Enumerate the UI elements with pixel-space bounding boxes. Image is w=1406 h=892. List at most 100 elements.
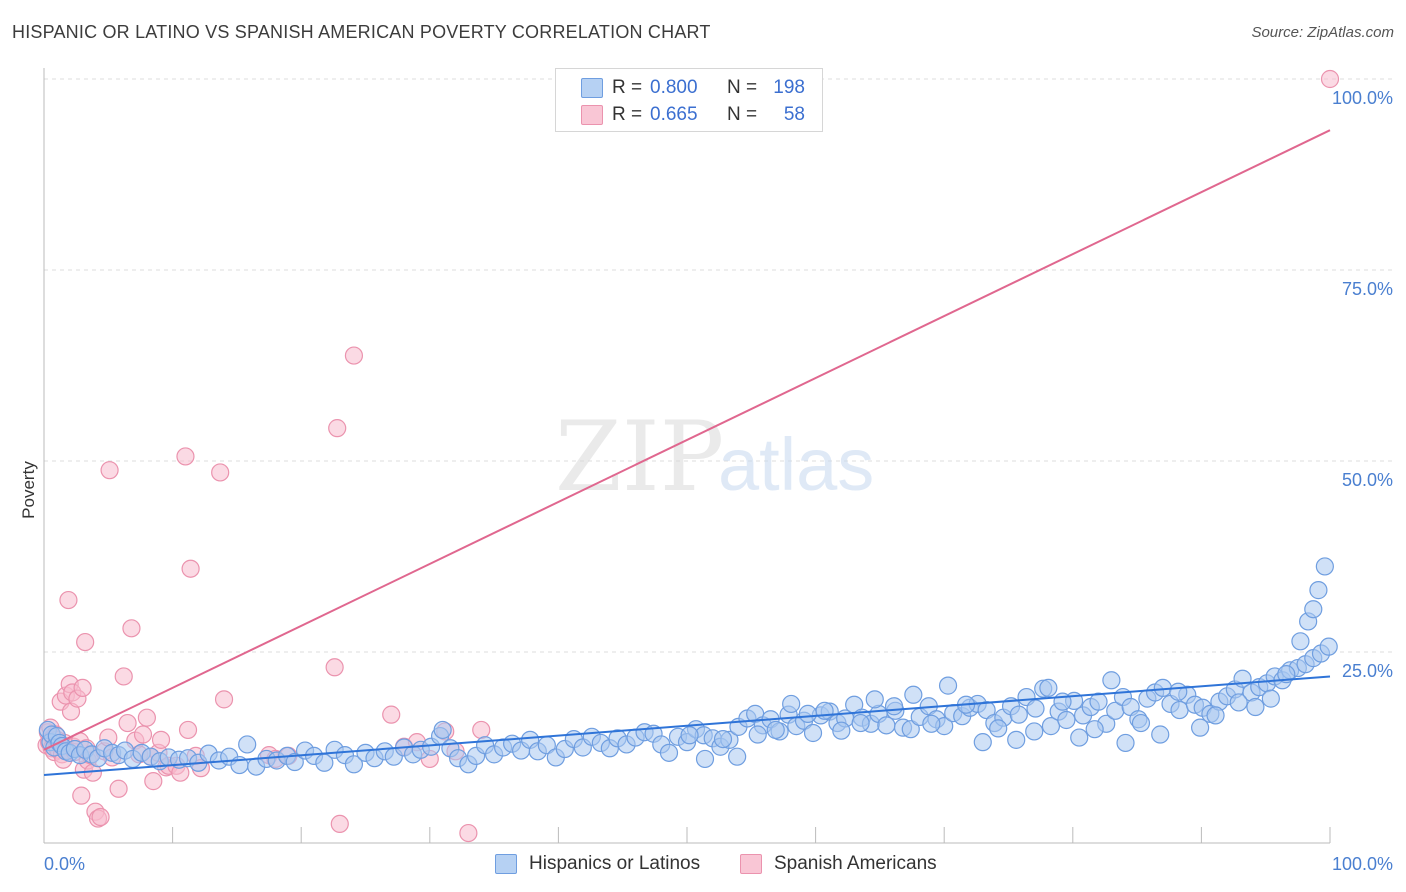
spanish-american-point [73,678,92,698]
y-tick-label: 100.0% [1332,88,1393,108]
hispanic-point [659,743,679,762]
chart-source: Source: ZipAtlas.com [1251,24,1394,41]
hispanic-point [1151,725,1170,744]
spanish-american-point [382,705,401,724]
legend-n-value: 58 [783,104,805,125]
bottom-legend-swatch-pink [740,854,762,874]
hispanic-point [1070,728,1089,747]
spanish-american-point [214,690,234,709]
spanish-american-point [137,708,156,727]
legend-r-label: R = [612,77,643,98]
hispanic-point [803,723,823,743]
hispanic-point [1131,713,1151,733]
y-axis-label: Poverty [19,461,38,519]
hispanic-point [238,735,257,754]
hispanic-point [815,701,834,720]
hispanic-point [1309,581,1328,600]
watermark-atlas: atlas [718,423,874,506]
axes [43,68,1331,844]
x-tick-label: 100.0% [1332,854,1393,874]
y-tick-label: 50.0% [1342,470,1393,490]
bottom-legend-label: Spanish Americans [774,853,937,874]
legend-r-value: 0.665 [650,104,698,125]
spanish-american-point [109,779,128,798]
tick-labels: 100.0% 75.0% 50.0% 25.0% 0.0% 100.0% [44,88,1393,874]
spanish-american-point [59,590,78,610]
hispanic-point [1169,682,1188,701]
hispanics-points [38,557,1338,776]
legend-r-label: R = [612,104,643,125]
x-tick-label: 0.0% [44,854,85,874]
hispanic-point [728,747,747,766]
watermark-zip: ZIP [555,401,724,513]
legend-row-hispanics: R = 0.800 N = 198 [556,75,822,101]
legend-n-value: 198 [773,77,805,98]
hispanic-point [798,704,817,723]
spanish-american-point [211,463,230,482]
hispanic-point [713,729,733,749]
spanish-american-point [328,419,347,438]
hispanic-point [973,733,992,752]
bottom-legend-swatch-blue [495,854,517,874]
hispanic-point [1261,689,1280,708]
hispanic-point [1009,705,1028,724]
spanish-american-point [91,807,110,827]
bottom-legend: Hispanics or Latinos Spanish Americans [0,852,1406,878]
legend-swatch-pink [581,105,603,125]
legend: R = 0.800 N = 198 R = 0.665 N = 58 [555,68,823,132]
legend-r-value: 0.800 [650,77,698,98]
spanish-american-point [178,720,198,740]
hispanic-point [766,720,785,740]
spanish-american-point [325,658,344,677]
hispanic-point [1025,722,1044,741]
spanish-american-point [72,786,91,805]
hispanic-point [680,726,699,745]
spanish-american-point [133,725,153,744]
hispanic-point [433,720,452,740]
spanish-american-point [176,447,195,466]
hispanic-point [938,676,958,695]
spanish-american-point [118,713,137,733]
hispanic-point [1026,699,1045,718]
hispanic-point [851,713,870,733]
hispanic-point [1170,700,1189,720]
hispanic-point [1191,718,1210,737]
hispanic-point [1229,693,1248,712]
spanish-american-point [144,772,163,791]
hispanic-point [1277,665,1296,684]
legend-row-spanish: R = 0.665 N = 58 [556,102,822,128]
hispanic-point [865,690,884,709]
hispanic-point [884,697,904,716]
chart-title: HISPANIC OR LATINO VS SPANISH AMERICAN P… [12,22,711,42]
spanish-american-point [114,667,133,686]
spanish-american-point [330,814,349,834]
hispanic-point [1206,706,1225,725]
hispanic-point [285,752,304,772]
hispanic-point [1039,678,1058,698]
hispanic-point [1315,557,1334,576]
hispanics-trend-line [43,675,1331,777]
spanish-american-point [76,632,95,652]
hispanic-point [1085,720,1104,739]
hispanic-point [695,749,715,769]
hispanic-point [782,694,801,714]
hispanic-point [1041,717,1061,736]
spanish-americans-trend-line [43,129,1331,751]
hispanic-point [1319,637,1338,656]
hispanic-point [1246,697,1265,717]
hispanic-point [1291,632,1310,651]
hispanic-point [1102,671,1121,690]
spanish-american-point [459,823,478,843]
legend-n-label: N = [727,77,758,98]
hispanic-point [1057,710,1076,730]
gridlines [44,78,1392,653]
y-tick-label: 75.0% [1342,279,1393,299]
hispanic-point [922,714,941,733]
spanish-american-point [100,461,119,480]
spanish-american-point [344,346,364,365]
legend-n-label: N = [727,104,758,125]
legend-swatch-blue [581,78,603,98]
hispanic-point [989,719,1008,738]
trend-lines [43,129,1331,777]
